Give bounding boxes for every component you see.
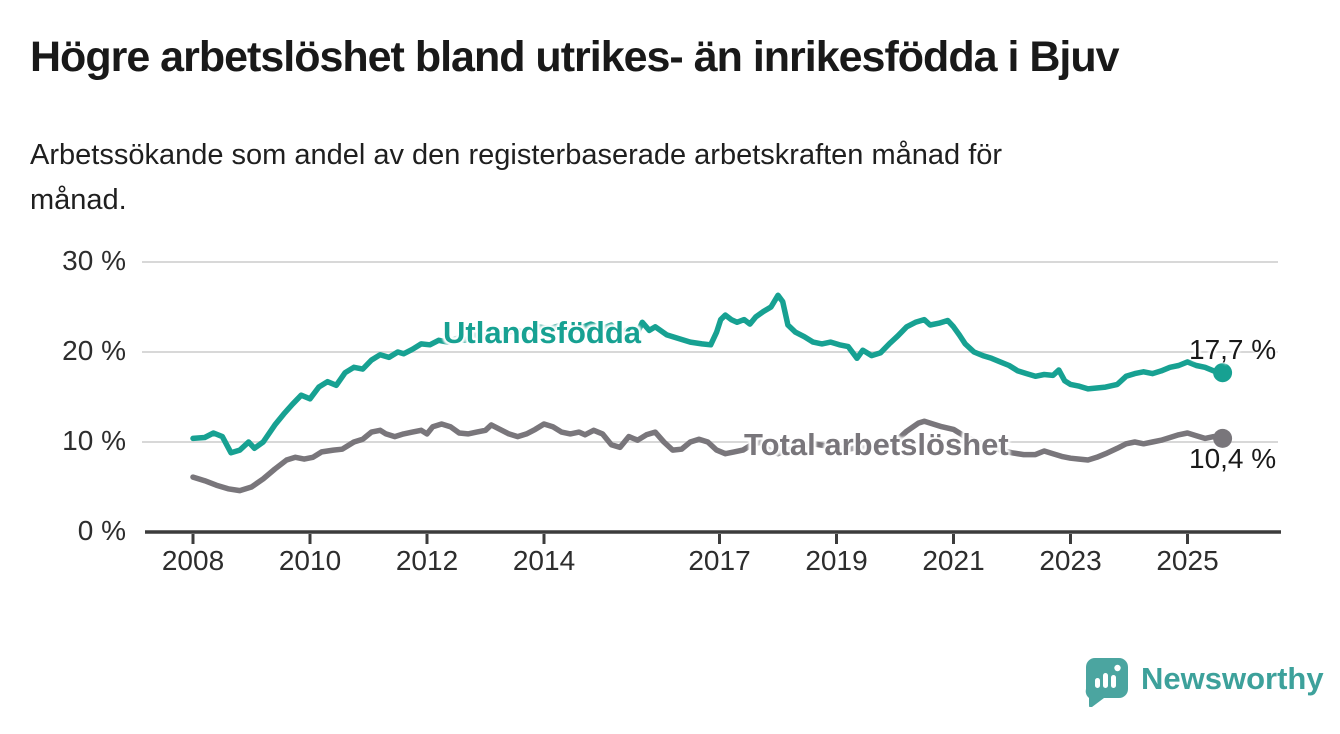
x-axis-label-2014: 2014 (512, 545, 576, 576)
end-value-label-total: 10,4 % (1189, 443, 1277, 474)
x-axis-label-2021: 2021 (922, 545, 985, 576)
page-title: Högre arbetslöshet bland utrikes- än inr… (30, 33, 1120, 81)
chart-subtitle: Arbetssökande som andel av den registerb… (30, 133, 1002, 223)
end-dot-utlandsf-dda (1213, 363, 1233, 383)
y-axis-label-20: 20 % (62, 335, 126, 366)
bar-1 (1095, 678, 1100, 688)
newsworthy-logo-text: Newsworthy (1141, 661, 1324, 696)
y-axis-label-10: 10 % (62, 425, 126, 456)
newsworthy-logo[interactable]: Newsworthy (1085, 657, 1324, 707)
x-axis-label-2017: 2017 (688, 545, 751, 576)
subtitle-line-2: månad. (30, 184, 127, 216)
series-label-utlandsfodda: Utlandsfödda (443, 315, 642, 350)
x-axis-label-2008: 2008 (161, 545, 225, 576)
y-axis-label-30: 30 % (62, 245, 126, 276)
end-value-label-utlandsfodda: 17,7 % (1189, 334, 1277, 365)
series-line-utlandsf-dda (190, 292, 1226, 456)
subtitle-line-1: Arbetssökande som andel av den registerb… (30, 139, 1003, 171)
newsworthy-bubble-icon (1085, 658, 1128, 707)
exclamation-dot (1114, 664, 1121, 672)
x-axis-label-2025: 2025 (1156, 545, 1219, 576)
x-axis-label-2019: 2019 (805, 545, 868, 576)
end-dot-total-arbetsl-shet (1213, 428, 1233, 448)
bar-3 (1111, 675, 1116, 688)
y-axis-label-0: 0 % (77, 515, 126, 546)
series-label-total-arbetsloshet: Total arbetslöshet (744, 427, 1009, 462)
x-axis-label-2010: 2010 (278, 545, 342, 576)
bar-2 (1103, 673, 1108, 688)
series-line-total-arbetsl-shet (190, 418, 1226, 494)
x-axis-label-2023: 2023 (1039, 545, 1102, 576)
x-axis-label-2012: 2012 (395, 545, 459, 576)
